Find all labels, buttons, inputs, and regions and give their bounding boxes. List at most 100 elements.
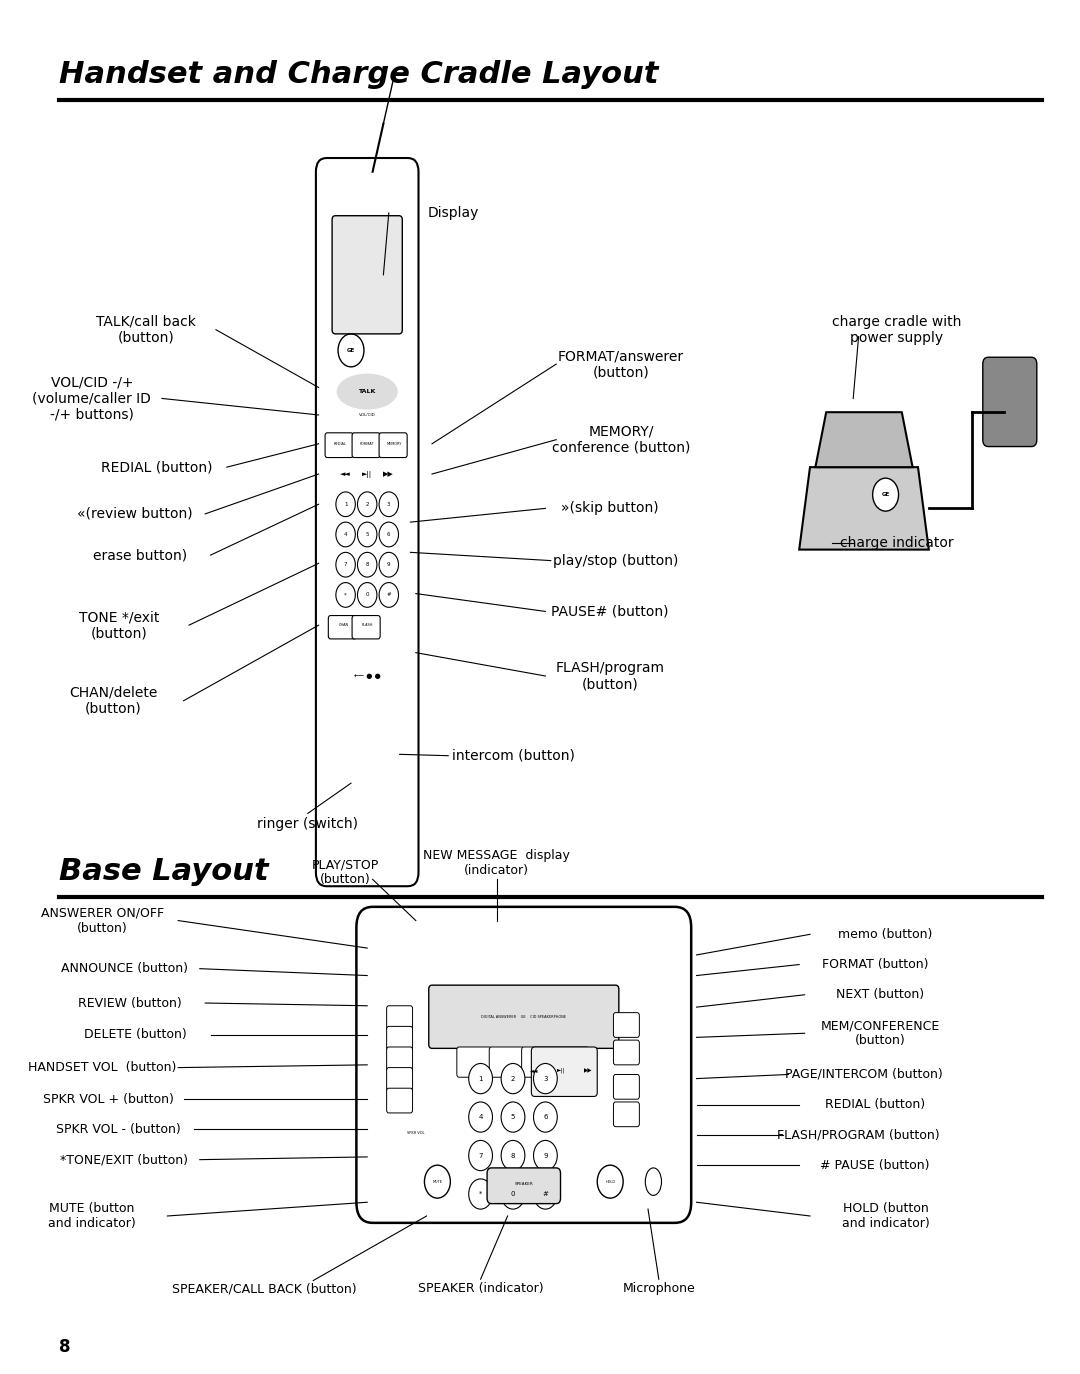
Circle shape xyxy=(379,522,399,547)
Text: REDIAL: REDIAL xyxy=(334,442,347,445)
Circle shape xyxy=(357,552,377,577)
FancyBboxPatch shape xyxy=(613,1040,639,1065)
Text: 1: 1 xyxy=(478,1076,483,1081)
Text: 3: 3 xyxy=(387,502,391,507)
Polygon shape xyxy=(815,412,913,467)
Circle shape xyxy=(873,478,899,511)
Text: SPKR VOL: SPKR VOL xyxy=(407,1131,424,1135)
Text: 0: 0 xyxy=(511,1191,515,1197)
Circle shape xyxy=(336,522,355,547)
FancyBboxPatch shape xyxy=(387,1047,413,1072)
FancyBboxPatch shape xyxy=(333,216,403,334)
Circle shape xyxy=(501,1140,525,1171)
Text: *: * xyxy=(345,592,347,598)
Text: VOL/CID -/+
(volume/caller ID
-/+ buttons): VOL/CID -/+ (volume/caller ID -/+ button… xyxy=(32,375,151,422)
Text: REVIEW (button): REVIEW (button) xyxy=(78,996,181,1010)
Text: HOLD (button
and indicator): HOLD (button and indicator) xyxy=(841,1202,930,1230)
Text: NEXT (button): NEXT (button) xyxy=(836,988,924,1002)
Text: 0: 0 xyxy=(365,592,369,598)
Text: MEMORY/
conference (button): MEMORY/ conference (button) xyxy=(552,425,690,455)
Text: ◄◄: ◄◄ xyxy=(530,1068,539,1073)
Text: DIGITAL ANSWERER    GE    CID SPEAKERPHONE: DIGITAL ANSWERER GE CID SPEAKERPHONE xyxy=(482,1015,566,1018)
Text: PAGE/INTERCOM (button): PAGE/INTERCOM (button) xyxy=(785,1068,943,1081)
FancyBboxPatch shape xyxy=(522,1047,556,1077)
Circle shape xyxy=(469,1179,492,1209)
Text: TALK: TALK xyxy=(359,389,376,394)
Text: CHAN: CHAN xyxy=(338,624,349,627)
Text: PAUSE# (button): PAUSE# (button) xyxy=(552,605,669,618)
Text: MEM/CONFERENCE
(button): MEM/CONFERENCE (button) xyxy=(821,1020,940,1047)
Text: Handset and Charge Cradle Layout: Handset and Charge Cradle Layout xyxy=(59,60,659,89)
Circle shape xyxy=(357,583,377,607)
Text: »(skip button): »(skip button) xyxy=(562,502,659,515)
Text: GE: GE xyxy=(347,348,355,353)
FancyBboxPatch shape xyxy=(613,1013,639,1037)
FancyBboxPatch shape xyxy=(356,907,691,1223)
Ellipse shape xyxy=(646,1168,661,1195)
Text: HOLD: HOLD xyxy=(605,1180,616,1183)
Text: 6: 6 xyxy=(387,532,391,537)
Text: erase button): erase button) xyxy=(93,548,188,562)
Text: SPEAKER/CALL BACK (button): SPEAKER/CALL BACK (button) xyxy=(173,1282,356,1296)
Circle shape xyxy=(469,1102,492,1132)
Circle shape xyxy=(379,492,399,517)
Text: 8: 8 xyxy=(511,1153,515,1158)
Text: ►||: ►|| xyxy=(557,1068,566,1073)
Text: HANDSET VOL  (button): HANDSET VOL (button) xyxy=(28,1061,177,1074)
Text: intercom (button): intercom (button) xyxy=(451,749,575,763)
Text: PLAY/STOP
(button): PLAY/STOP (button) xyxy=(312,859,379,886)
FancyBboxPatch shape xyxy=(387,1088,413,1113)
Circle shape xyxy=(469,1063,492,1094)
Circle shape xyxy=(501,1102,525,1132)
FancyBboxPatch shape xyxy=(613,1074,639,1099)
FancyBboxPatch shape xyxy=(489,1047,524,1077)
FancyBboxPatch shape xyxy=(352,616,380,639)
FancyBboxPatch shape xyxy=(429,985,619,1048)
Text: Display: Display xyxy=(428,206,480,220)
FancyBboxPatch shape xyxy=(487,1168,561,1204)
Text: TONE */exit
(button): TONE */exit (button) xyxy=(79,610,159,640)
FancyBboxPatch shape xyxy=(379,433,407,458)
Text: ◄◄: ◄◄ xyxy=(340,471,351,477)
Circle shape xyxy=(379,583,399,607)
Text: «(review button): «(review button) xyxy=(77,507,193,521)
Text: CHAN/delete
(button): CHAN/delete (button) xyxy=(69,686,158,716)
Text: #: # xyxy=(542,1191,549,1197)
Text: 1: 1 xyxy=(343,502,348,507)
Text: FLASH/program
(button): FLASH/program (button) xyxy=(556,661,664,691)
FancyBboxPatch shape xyxy=(325,433,353,458)
FancyBboxPatch shape xyxy=(387,1068,413,1092)
Text: FORMAT: FORMAT xyxy=(360,442,375,445)
Text: REDIAL (button): REDIAL (button) xyxy=(825,1098,924,1112)
Text: 4: 4 xyxy=(343,532,348,537)
Text: charge cradle with
power supply: charge cradle with power supply xyxy=(832,315,961,345)
Circle shape xyxy=(424,1165,450,1198)
Text: SPKR VOL + (button): SPKR VOL + (button) xyxy=(42,1092,174,1106)
Text: MEMORY: MEMORY xyxy=(387,442,402,445)
Text: ANNOUNCE (button): ANNOUNCE (button) xyxy=(60,962,188,976)
FancyBboxPatch shape xyxy=(316,158,419,886)
Circle shape xyxy=(534,1063,557,1094)
Text: DELETE (button): DELETE (button) xyxy=(83,1028,187,1041)
Text: ►||: ►|| xyxy=(362,470,373,478)
Circle shape xyxy=(357,492,377,517)
Text: 5: 5 xyxy=(511,1114,515,1120)
Text: 8: 8 xyxy=(365,562,369,567)
Text: SPEAKER: SPEAKER xyxy=(514,1183,534,1186)
Text: 7: 7 xyxy=(478,1153,483,1158)
Text: 2: 2 xyxy=(365,502,369,507)
Circle shape xyxy=(534,1140,557,1171)
Text: TALK/call back
(button): TALK/call back (button) xyxy=(96,315,195,345)
Text: FORMAT (button): FORMAT (button) xyxy=(822,958,928,971)
Text: 2: 2 xyxy=(511,1076,515,1081)
Polygon shape xyxy=(799,467,929,550)
Text: 3: 3 xyxy=(543,1076,548,1081)
Circle shape xyxy=(534,1179,557,1209)
Text: *TONE/EXIT (button): *TONE/EXIT (button) xyxy=(60,1153,188,1167)
Text: 5: 5 xyxy=(365,532,369,537)
Text: 4: 4 xyxy=(478,1114,483,1120)
FancyBboxPatch shape xyxy=(983,357,1037,447)
Text: memo (button): memo (button) xyxy=(838,927,933,941)
Circle shape xyxy=(501,1063,525,1094)
Text: GE: GE xyxy=(881,492,890,497)
